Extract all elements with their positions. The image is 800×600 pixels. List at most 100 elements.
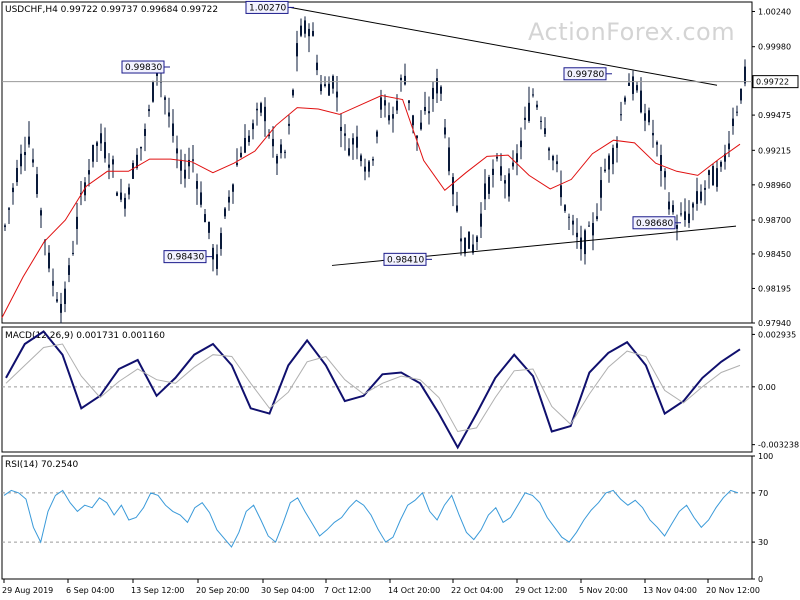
candle-body <box>216 254 218 269</box>
candle-body <box>432 87 434 99</box>
candle-body <box>500 166 502 176</box>
candle-body <box>728 143 730 150</box>
candle-body <box>632 76 634 94</box>
candle-body <box>736 111 738 113</box>
candle-body <box>168 112 170 117</box>
candle-body <box>336 91 338 98</box>
candle-body <box>52 280 54 286</box>
x-axis-label: 29 Aug 2019 <box>2 586 53 595</box>
candle-body <box>304 20 306 34</box>
candle-body <box>272 138 274 147</box>
candle-body <box>8 208 10 210</box>
swing-label: 0.99830 <box>125 63 162 73</box>
candle-body <box>492 168 494 175</box>
candle-body <box>528 102 530 121</box>
candle-body <box>60 303 62 313</box>
candle-body <box>468 231 470 249</box>
candle-body <box>624 97 626 102</box>
x-axis-label: 14 Oct 20:00 <box>388 586 440 595</box>
candle-body <box>176 148 178 154</box>
candle-body <box>568 216 570 218</box>
price-y-tick-label: 1.00240 <box>758 7 791 16</box>
candle-body <box>688 213 690 224</box>
candle-body <box>732 118 734 126</box>
candle-body <box>604 169 606 172</box>
candle-body <box>532 94 534 96</box>
macd-title: MACD(12,26,9) 0.001731 0.001160 <box>5 331 165 341</box>
x-axis-label: 7 Oct 12:00 <box>324 586 371 595</box>
candle-body <box>292 89 294 96</box>
candle-body <box>280 144 282 154</box>
candle-body <box>196 181 198 189</box>
swing-label: 0.98430 <box>167 253 204 263</box>
current-price-label: 0.99722 <box>756 78 789 87</box>
candle-body <box>372 159 374 161</box>
candle-body <box>644 113 646 121</box>
candle-body <box>96 142 98 146</box>
panel-frame-1 <box>1 326 753 453</box>
panel-frame-2 <box>1 455 753 580</box>
candle-body <box>608 155 610 170</box>
candle-body <box>92 144 94 162</box>
x-axis-label: 30 Sep 04:00 <box>261 586 314 595</box>
candle-body <box>600 180 602 198</box>
candle-body <box>672 205 674 213</box>
candle-body <box>376 131 378 137</box>
candle-body <box>200 192 202 205</box>
candle-body <box>484 183 486 200</box>
swing-label: 1.00270 <box>249 3 286 13</box>
candle-body <box>668 201 670 210</box>
candle-body <box>344 133 346 136</box>
x-axis-label: 20 Nov 12:00 <box>706 586 760 595</box>
panel-frame-0 <box>1 1 753 324</box>
candle-body <box>68 265 70 275</box>
candle-body <box>268 134 270 137</box>
candle-body <box>588 225 590 227</box>
candle-body <box>660 154 662 171</box>
candle-body <box>448 147 450 172</box>
candle-body <box>24 151 26 156</box>
candle-body <box>452 177 454 195</box>
candle-body <box>584 230 586 255</box>
candle-body <box>212 247 214 260</box>
candle-body <box>388 115 390 121</box>
candle-body <box>704 187 706 190</box>
candle-body <box>328 83 330 96</box>
macd-y-tick-label: 0.00 <box>758 383 776 392</box>
candle-body <box>128 187 130 195</box>
candle-body <box>256 108 258 111</box>
candle-body <box>324 84 326 86</box>
rsi-y-tick-label: 0 <box>758 575 763 584</box>
candle-body <box>720 161 722 167</box>
candle-body <box>308 28 310 37</box>
candle-body <box>664 171 666 178</box>
rsi-title: RSI(14) 70.2540 <box>5 460 78 470</box>
candle-body <box>264 106 266 122</box>
candle-body <box>516 153 518 163</box>
candle-body <box>72 252 74 254</box>
current-price-box <box>752 75 799 89</box>
candle-body <box>400 77 402 80</box>
x-axis-label: 6 Sep 04:00 <box>66 586 114 595</box>
candle-body <box>380 97 382 110</box>
candle-body <box>20 153 22 167</box>
candle-body <box>296 43 298 57</box>
candle-body <box>652 132 654 136</box>
candle-body <box>412 115 414 126</box>
candle-body <box>744 66 746 84</box>
candle-body <box>240 152 242 158</box>
candle-body <box>236 162 238 166</box>
macd-series-macd <box>5 330 741 450</box>
candle-body <box>596 216 598 220</box>
candle-body <box>48 252 50 269</box>
candle-body <box>480 213 482 227</box>
candle-body <box>156 73 158 76</box>
candle-body <box>420 122 422 130</box>
candle-body <box>352 138 354 145</box>
candle-body <box>112 159 114 165</box>
candle-body <box>116 192 118 196</box>
candle-body <box>260 103 262 113</box>
candle-body <box>684 211 686 220</box>
candle-body <box>232 184 234 192</box>
candle-body <box>564 205 566 211</box>
